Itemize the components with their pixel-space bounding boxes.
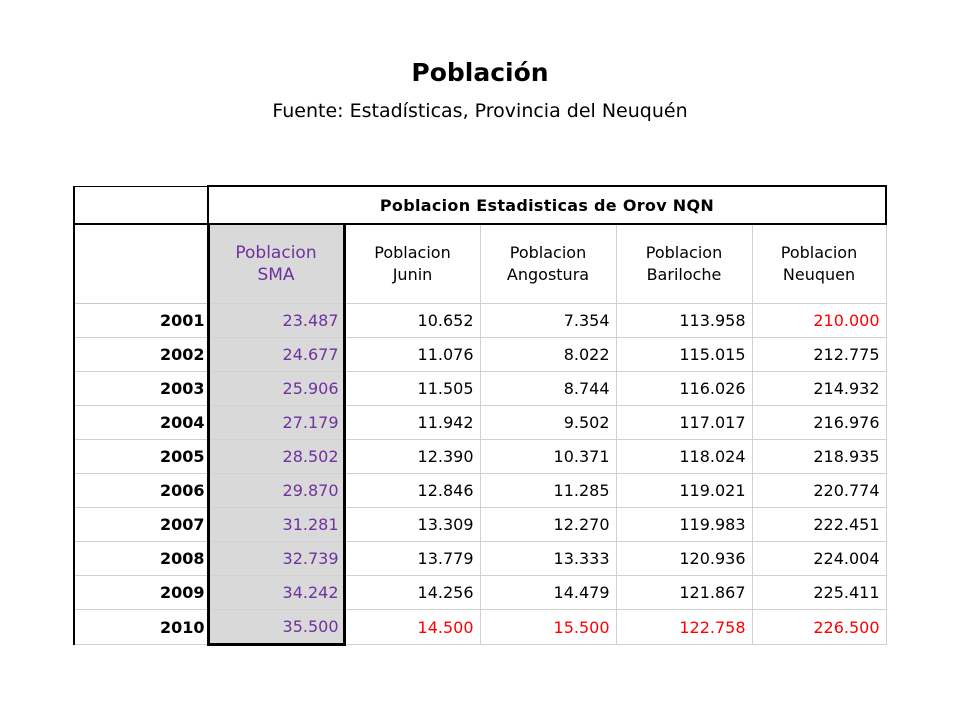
angostura-cell: 8.022 xyxy=(479,337,617,372)
angostura-cell: 8.744 xyxy=(479,371,617,406)
year-cell: 2007 xyxy=(73,507,209,542)
bariloche-cell: 122.758 xyxy=(615,609,753,645)
bariloche-cell: 119.983 xyxy=(615,507,753,542)
junin-cell: 10.652 xyxy=(343,303,481,338)
bariloche-cell: 116.026 xyxy=(615,371,753,406)
sma-cell: 24.677 xyxy=(206,337,346,372)
junin-cell: 11.505 xyxy=(343,371,481,406)
table-banner: Poblacion Estadisticas de Orov NQN xyxy=(207,185,887,225)
column-header-neuquen: Poblacion Neuquen xyxy=(751,223,887,304)
table-header-row: Poblacion SMA Poblacion Junin Poblacion … xyxy=(73,223,887,304)
table-row: 2005 28.502 12.390 10.371 118.024 218.93… xyxy=(73,439,887,474)
year-cell: 2003 xyxy=(73,371,209,406)
table-row: 2010 35.500 14.500 15.500 122.758 226.50… xyxy=(73,609,887,646)
column-header-line: Poblacion xyxy=(235,243,317,263)
junin-cell: 13.309 xyxy=(343,507,481,542)
slide-subtitle: Fuente: Estadísticas, Provincia del Neuq… xyxy=(272,100,688,122)
neuquen-cell: 225.411 xyxy=(751,575,887,610)
column-header-line: SMA xyxy=(257,265,295,285)
bariloche-cell: 117.017 xyxy=(615,405,753,440)
neuquen-cell: 222.451 xyxy=(751,507,887,542)
bariloche-cell: 118.024 xyxy=(615,439,753,474)
table-row: 2003 25.906 11.505 8.744 116.026 214.932 xyxy=(73,371,887,406)
junin-cell: 11.076 xyxy=(343,337,481,372)
table-row: 2006 29.870 12.846 11.285 119.021 220.77… xyxy=(73,473,887,508)
column-header-line: Angostura xyxy=(506,265,590,284)
sma-cell: 23.487 xyxy=(206,303,346,338)
neuquen-cell: 218.935 xyxy=(751,439,887,474)
table-row: 2007 31.281 13.309 12.270 119.983 222.45… xyxy=(73,507,887,542)
column-header-line: Bariloche xyxy=(646,265,722,284)
neuquen-cell: 210.000 xyxy=(751,303,887,338)
year-cell: 2008 xyxy=(73,541,209,576)
column-header-line: Poblacion xyxy=(509,243,587,262)
year-cell: 2005 xyxy=(73,439,209,474)
angostura-cell: 7.354 xyxy=(479,303,617,338)
neuquen-cell: 212.775 xyxy=(751,337,887,372)
angostura-cell: 14.479 xyxy=(479,575,617,610)
column-header-junin: Poblacion Junin xyxy=(343,223,481,304)
column-header-line: Neuquen xyxy=(782,265,856,284)
sma-cell: 35.500 xyxy=(206,609,346,646)
year-cell: 2004 xyxy=(73,405,209,440)
angostura-cell: 11.285 xyxy=(479,473,617,508)
table-row: 2008 32.739 13.779 13.333 120.936 224.00… xyxy=(73,541,887,576)
bariloche-cell: 113.958 xyxy=(615,303,753,338)
neuquen-cell: 216.976 xyxy=(751,405,887,440)
table-banner-row: Poblacion Estadisticas de Orov NQN xyxy=(73,185,887,225)
column-header-angostura: Poblacion Angostura xyxy=(479,223,617,304)
sma-cell: 27.179 xyxy=(206,405,346,440)
bariloche-cell: 121.867 xyxy=(615,575,753,610)
bariloche-cell: 120.936 xyxy=(615,541,753,576)
bariloche-cell: 115.015 xyxy=(615,337,753,372)
year-cell: 2006 xyxy=(73,473,209,508)
sma-cell: 31.281 xyxy=(206,507,346,542)
table-row: 2009 34.242 14.256 14.479 121.867 225.41… xyxy=(73,575,887,610)
table-corner-cell xyxy=(73,185,209,225)
column-header-line: Junin xyxy=(392,265,433,284)
neuquen-cell: 214.932 xyxy=(751,371,887,406)
column-header-line: Poblacion xyxy=(374,243,451,262)
angostura-cell: 10.371 xyxy=(479,439,617,474)
neuquen-cell: 226.500 xyxy=(751,609,887,645)
sma-cell: 28.502 xyxy=(206,439,346,474)
junin-cell: 12.846 xyxy=(343,473,481,508)
sma-cell: 34.242 xyxy=(206,575,346,610)
year-cell: 2002 xyxy=(73,337,209,372)
junin-cell: 14.500 xyxy=(343,609,481,645)
neuquen-cell: 220.774 xyxy=(751,473,887,508)
slide-title: Población xyxy=(411,58,549,87)
angostura-cell: 9.502 xyxy=(479,405,617,440)
year-cell: 2010 xyxy=(73,609,209,645)
angostura-cell: 15.500 xyxy=(479,609,617,645)
angostura-cell: 13.333 xyxy=(479,541,617,576)
junin-cell: 12.390 xyxy=(343,439,481,474)
column-header-line: Poblacion xyxy=(645,243,723,262)
column-header-sma: Poblacion SMA xyxy=(206,223,346,304)
sma-cell: 25.906 xyxy=(206,371,346,406)
column-header-line: Poblacion xyxy=(780,243,858,262)
header-blank-cell xyxy=(73,223,209,304)
table-row: 2002 24.677 11.076 8.022 115.015 212.775 xyxy=(73,337,887,372)
table-row: 2001 23.487 10.652 7.354 113.958 210.000 xyxy=(73,303,887,338)
sma-cell: 29.870 xyxy=(206,473,346,508)
year-cell: 2001 xyxy=(73,303,209,338)
table-row: 2004 27.179 11.942 9.502 117.017 216.976 xyxy=(73,405,887,440)
column-header-bariloche: Poblacion Bariloche xyxy=(615,223,753,304)
junin-cell: 11.942 xyxy=(343,405,481,440)
junin-cell: 14.256 xyxy=(343,575,481,610)
population-table: Poblacion Estadisticas de Orov NQN Pobla… xyxy=(73,185,887,646)
angostura-cell: 12.270 xyxy=(479,507,617,542)
neuquen-cell: 224.004 xyxy=(751,541,887,576)
sma-cell: 32.739 xyxy=(206,541,346,576)
year-cell: 2009 xyxy=(73,575,209,610)
junin-cell: 13.779 xyxy=(343,541,481,576)
bariloche-cell: 119.021 xyxy=(615,473,753,508)
